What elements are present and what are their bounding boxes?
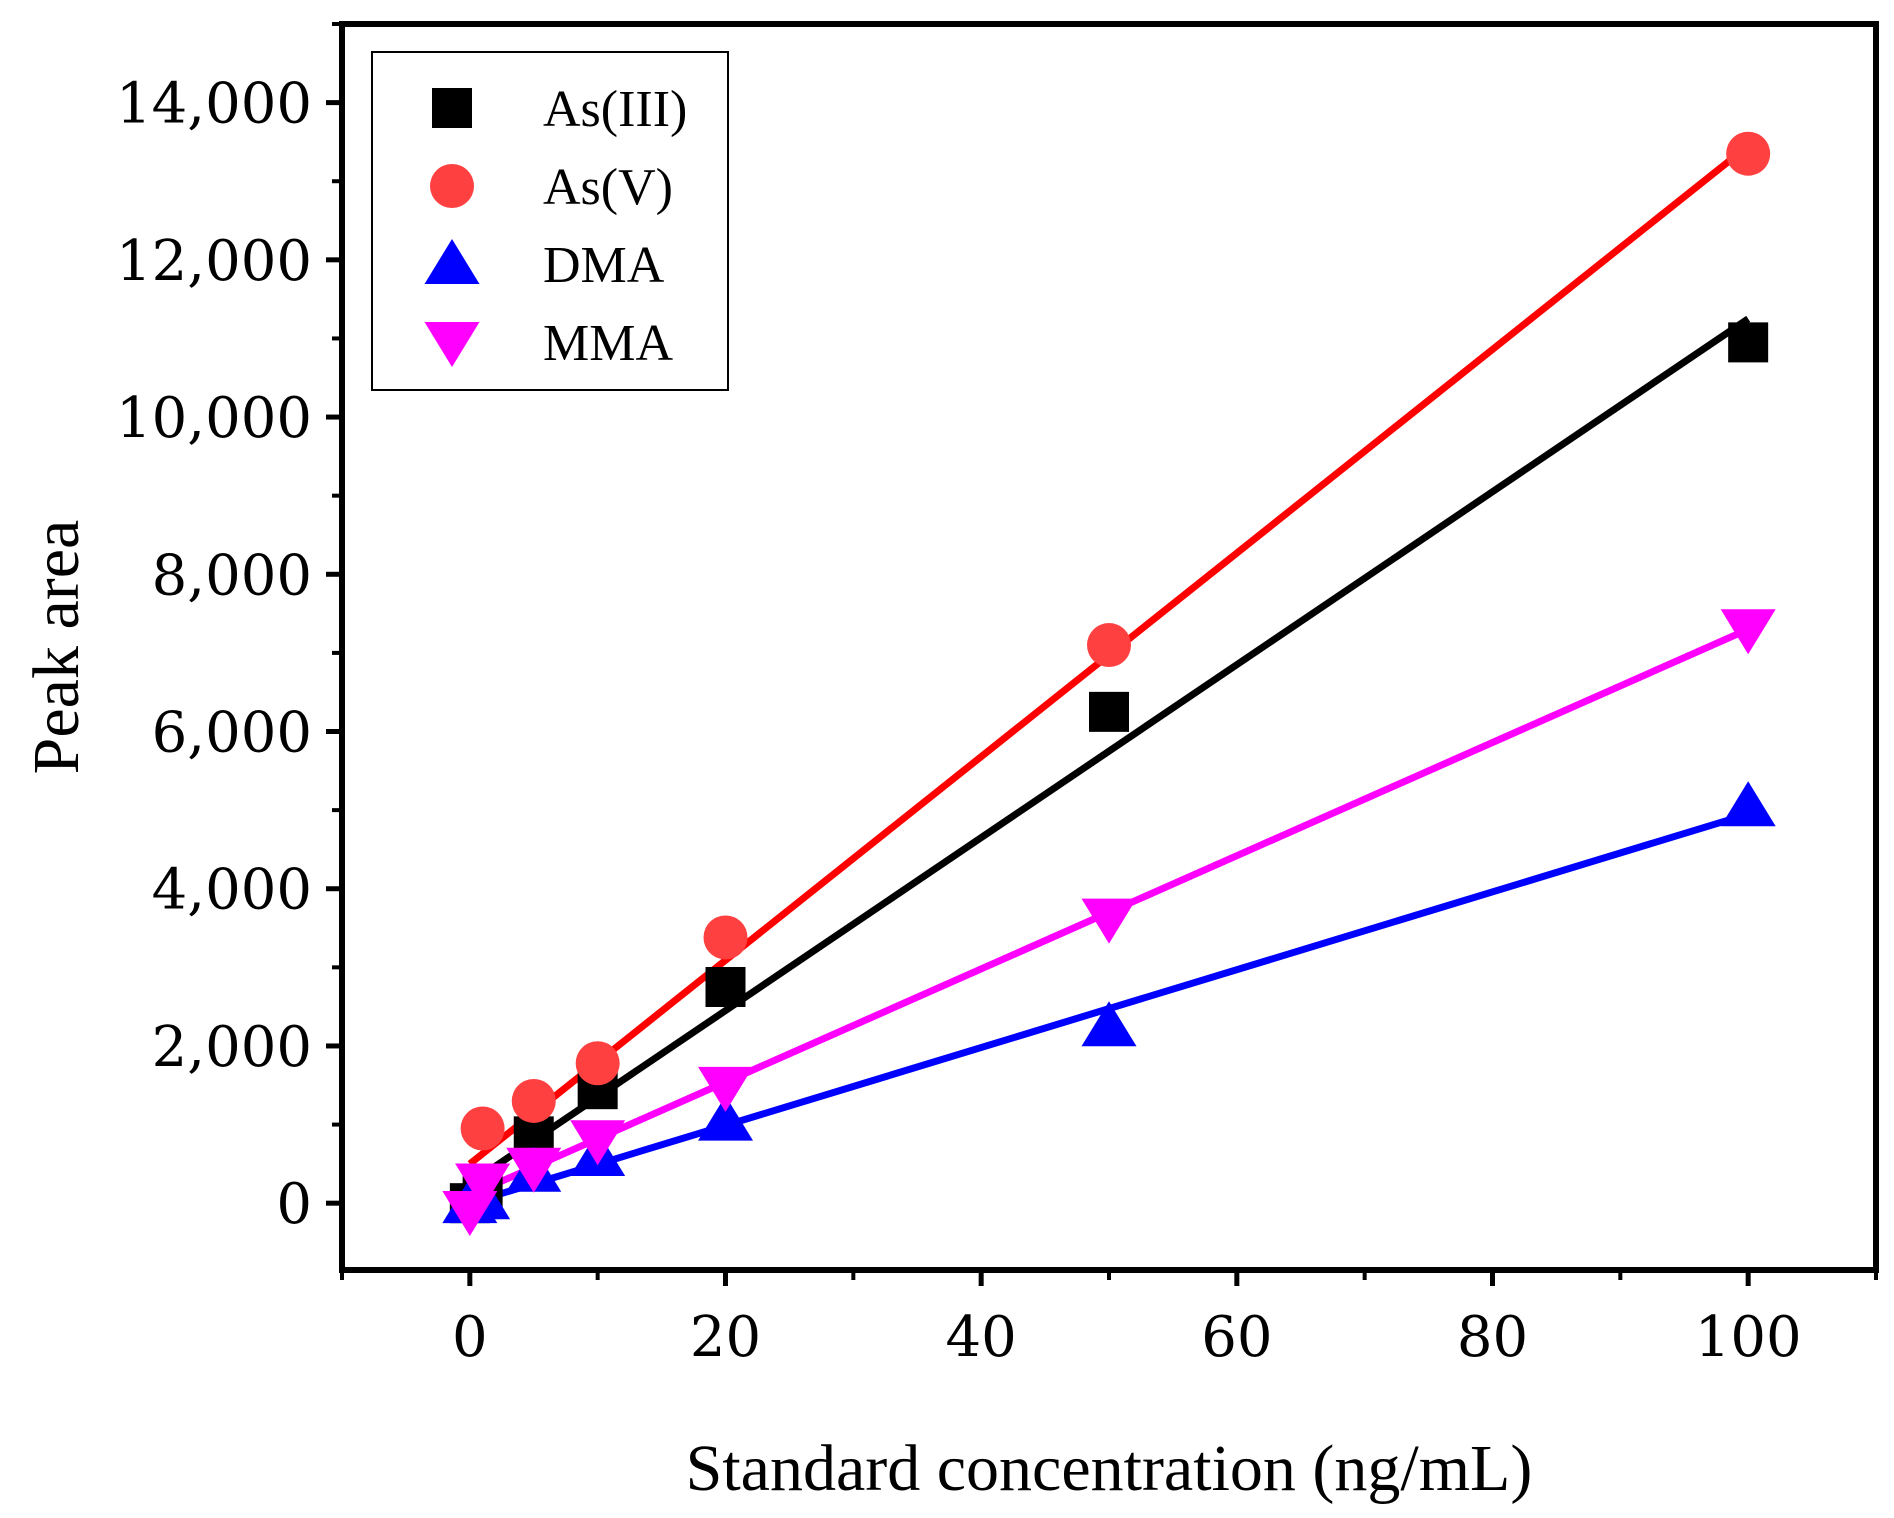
x-axis: 0 20 40 60 80 100 (340, 1270, 1878, 1370)
legend-label-as-v: As(V) (543, 159, 673, 216)
x-tick-label: 100 (1695, 1305, 1802, 1370)
marker-mma (1720, 609, 1776, 655)
marker-as-v (575, 1041, 620, 1086)
legend-box (371, 51, 729, 391)
y-axis: 0 2,000 4,000 6,000 8,000 10,000 12,000 14,000 (116, 22, 342, 1237)
y-tick-label: 4,000 (152, 858, 312, 923)
legend-marker-as-iii (432, 88, 472, 128)
marker-as-v (1726, 131, 1771, 176)
marker-mma (455, 1163, 511, 1209)
marker-dma (698, 1095, 753, 1141)
y-tick-label: 0 (276, 1172, 312, 1237)
fit-line-as-iii (467, 315, 1751, 1187)
marker-as-v (460, 1106, 505, 1151)
legend-label-as-iii: As(III) (543, 81, 687, 138)
legend-label-dma: DMA (543, 237, 665, 294)
legend-marker-mma (424, 322, 480, 367)
marker-as-v (1087, 623, 1131, 668)
marker-mma (698, 1066, 753, 1112)
y-tick-label: 14,000 (116, 72, 312, 137)
x-tick-label: 60 (1201, 1305, 1272, 1370)
legend-marker-dma (424, 239, 480, 284)
marker-dma (1081, 1001, 1137, 1047)
y-tick-label: 8,000 (152, 543, 312, 608)
marker-dma (1720, 781, 1776, 827)
marker-mma (1081, 898, 1137, 944)
marker-mma (570, 1120, 626, 1166)
y-tick-label: 10,000 (116, 386, 312, 451)
y-tick-label: 6,000 (152, 701, 312, 766)
x-tick-label: 20 (690, 1305, 761, 1370)
marker-as-v (511, 1078, 556, 1123)
x-tick-label: 0 (452, 1305, 488, 1370)
legend-label-mma: MMA (543, 315, 673, 372)
x-axis-title: Standard concentration (ng/mL) (686, 1432, 1533, 1505)
legend-marker-as-v (430, 164, 474, 208)
marker-as-v (703, 915, 748, 960)
legend: As(III) As(V) DMA MMA (371, 51, 729, 391)
data-markers (442, 131, 1776, 1237)
x-tick-label: 40 (946, 1305, 1017, 1370)
y-tick-label: 2,000 (152, 1015, 312, 1080)
marker-as-iii (705, 966, 746, 1007)
y-tick-label: 12,000 (116, 229, 312, 294)
marker-as-iii (1728, 322, 1769, 363)
y-axis-title: Peak area (20, 520, 93, 775)
marker-as-iii (1089, 691, 1129, 732)
marker-mma (506, 1147, 562, 1193)
x-tick-label: 80 (1457, 1305, 1528, 1370)
